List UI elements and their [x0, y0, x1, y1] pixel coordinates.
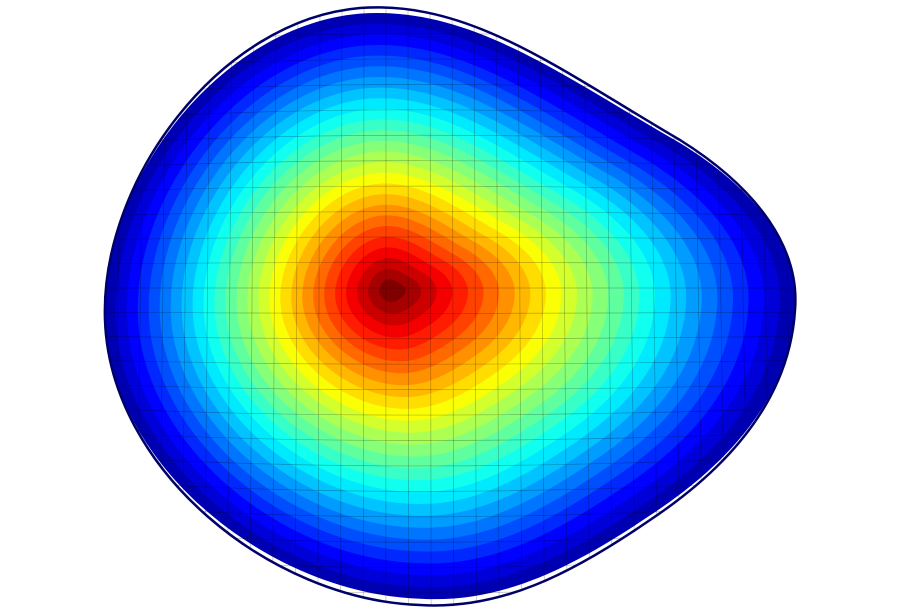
mesh-line: [104, 7, 796, 25]
mesh-line: [495, 7, 500, 606]
color-band: [379, 279, 406, 302]
mesh-line: [340, 7, 343, 606]
mesh-line: [104, 335, 796, 340]
mesh-line: [104, 185, 796, 193]
mesh-line: [605, 7, 613, 606]
mesh-line: [451, 7, 455, 606]
mesh-line: [226, 7, 233, 606]
mesh-line: [104, 262, 796, 265]
mesh-line: [429, 7, 432, 606]
mesh-line: [407, 7, 409, 606]
mesh-line: [317, 7, 321, 606]
mesh-line: [561, 7, 568, 606]
mesh-line: [473, 7, 477, 606]
color-bands: [104, 13, 796, 600]
mesh-line: [104, 431, 796, 441]
mesh-line: [204, 7, 211, 606]
mesh-line: [539, 7, 545, 606]
mesh-line: [104, 311, 796, 314]
mesh-line: [104, 359, 796, 365]
mesh-line: [583, 7, 591, 606]
mesh-line: [517, 7, 523, 606]
mesh-line: [91, 0, 100, 612]
mesh-line: [104, 211, 796, 217]
mesh-line: [272, 7, 277, 606]
mesh-line: [104, 407, 796, 416]
mesh-line: [104, 160, 796, 169]
mesh-line: [362, 7, 365, 606]
mesh-line: [104, 383, 796, 390]
mesh-line: [294, 7, 299, 606]
mesh-line: [249, 7, 255, 606]
mesh-line: [104, 236, 796, 241]
surface-outline: [103, 6, 797, 607]
mesh-line: [104, 455, 796, 467]
